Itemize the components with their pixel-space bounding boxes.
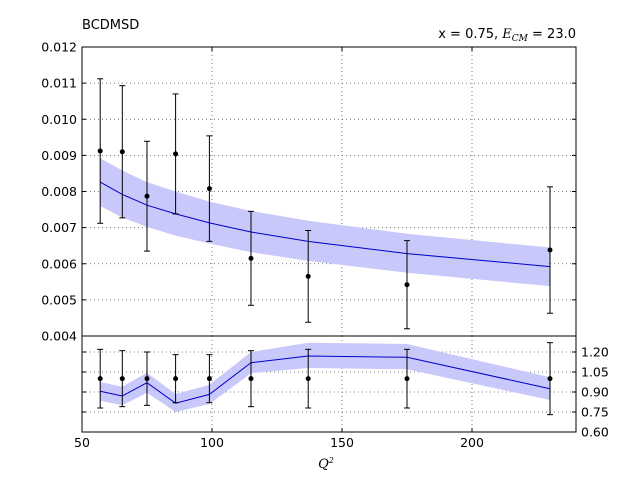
data-point-marker [144,193,150,199]
y-tick-label: 0.75 [581,405,609,420]
y-tick-label: 0.90 [581,385,609,400]
data-point-marker [305,273,311,279]
data-point [206,354,213,404]
main-y-axis-ticks: 0.004 0.005 0.006 0.007 0.008 0.009 0.010 0.011… [41,40,576,344]
data-point [119,85,126,219]
data-point-marker [173,151,179,157]
data-point-marker [404,282,410,288]
data-point [248,210,254,306]
ratio-panel: 0.60 0.75 0.90 1.05 1.20 50 100 150 200 [74,47,609,450]
data-point-marker [97,376,103,382]
y-tick-label: 1.05 [581,365,609,380]
data-point [547,342,553,416]
y-tick-label: 0.005 [41,292,77,307]
data-point [119,350,126,408]
y-tick-label: 0.007 [41,220,77,235]
main-data-points [97,78,553,330]
data-point [144,140,150,252]
data-point-marker [144,376,150,382]
data-point [404,240,410,330]
y-tick-label: 0.60 [581,425,609,440]
data-point [305,348,312,409]
main-panel: 0.004 0.005 0.006 0.007 0.008 0.009 0.010 0.011… [41,40,577,344]
y-tick-label: 0.009 [41,148,77,163]
data-point-marker [547,376,553,382]
x-tick-label: 50 [74,435,90,450]
main-theory-band [100,158,550,287]
data-point-marker [119,376,125,382]
x-axis-ticks: 50 100 150 200 [74,47,484,450]
data-point [305,230,312,323]
y-tick-label: 0.012 [41,40,77,55]
data-point-marker [206,376,212,382]
y-tick-label: 0.006 [41,256,77,271]
data-point [144,351,150,406]
ratio-panel-frame [81,335,577,433]
data-point-marker [119,149,125,155]
data-point [206,135,213,242]
data-point [547,186,553,314]
y-tick-label: 1.20 [581,345,609,360]
data-point-marker [206,186,212,192]
data-point [172,354,179,404]
y-tick-label: 0.010 [41,112,77,127]
data-point-marker [97,148,103,154]
chart-title-right: x = 0.75, ECM = 23.0 [438,27,576,44]
data-point [97,348,104,409]
ratio-y-axis-ticks: 0.60 0.75 0.90 1.05 1.20 [82,345,609,440]
data-point [97,78,104,224]
data-point-marker [404,376,410,382]
ratio-theory-band [100,342,550,412]
ratio-data-points [97,342,553,416]
y-tick-label: 0.008 [41,184,77,199]
x-tick-label: 100 [200,435,224,450]
data-point-marker [173,376,179,382]
data-point-marker [248,376,254,382]
x-tick-label: 200 [460,435,484,450]
y-tick-label: 0.011 [41,76,77,91]
data-point-marker [248,255,254,261]
y-tick-label: 0.004 [41,329,77,344]
data-point [172,93,179,215]
data-point-marker [305,376,311,382]
chart-title-left: BCDMSD [82,18,139,33]
x-axis-label: Q2 [318,456,334,472]
data-point [248,350,254,408]
x-tick-label: 150 [330,435,354,450]
data-point [404,348,410,409]
data-point-marker [547,247,553,253]
